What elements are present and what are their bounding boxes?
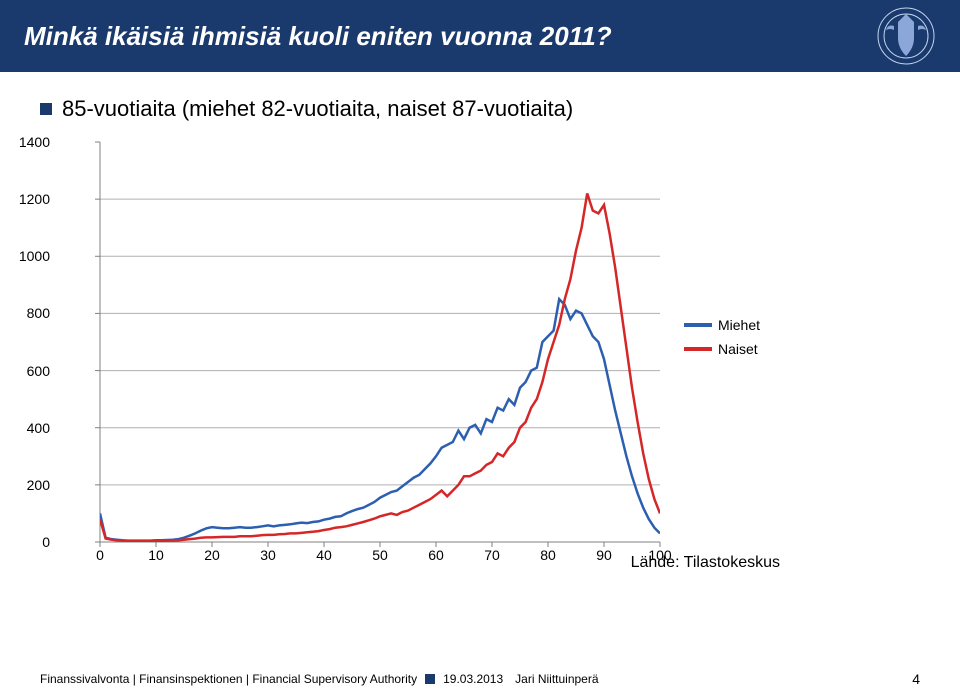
footer-date: 19.03.2013 [443, 672, 503, 686]
x-tick-label: 80 [540, 547, 556, 563]
x-tick-label: 10 [148, 547, 164, 563]
page-title: Minkä ikäisiä ihmisiä kuoli eniten vuonn… [24, 21, 612, 52]
x-tick-label: 30 [260, 547, 276, 563]
y-tick-label: 1000 [19, 248, 50, 264]
footer: Finanssivalvonta | Finansinspektionen | … [40, 671, 920, 687]
y-tick-label: 600 [27, 363, 50, 379]
legend-item: Miehet [684, 317, 760, 333]
chart-plot: 0200400600800100012001400 01020304050607… [100, 142, 660, 542]
y-tick-label: 800 [27, 305, 50, 321]
chart-source: Lähde: Tilastokeskus [631, 554, 780, 572]
x-tick-label: 90 [596, 547, 612, 563]
chart-container: 0200400600800100012001400 01020304050607… [100, 142, 660, 542]
x-tick-label: 20 [204, 547, 220, 563]
legend-label: Naiset [718, 341, 758, 357]
y-tick-label: 1200 [19, 191, 50, 207]
legend-swatch [684, 323, 712, 327]
x-tick-label: 70 [484, 547, 500, 563]
bullet-square-icon [40, 103, 52, 115]
content-area: 85-vuotiaita (miehet 82-vuotiaita, naise… [0, 72, 960, 542]
legend-swatch [684, 347, 712, 351]
x-tick-label: 60 [428, 547, 444, 563]
legend-item: Naiset [684, 341, 760, 357]
chart-series [100, 142, 660, 542]
x-tick-label: 50 [372, 547, 388, 563]
y-tick-label: 0 [42, 534, 50, 550]
y-tick-label: 200 [27, 477, 50, 493]
chart-legend: Miehet Naiset [684, 317, 760, 365]
logo-emblem [876, 6, 936, 66]
x-tick-label: 40 [316, 547, 332, 563]
footer-page-number: 4 [912, 671, 920, 687]
y-tick-label: 1400 [19, 134, 50, 150]
header: Minkä ikäisiä ihmisiä kuoli eniten vuonn… [0, 0, 960, 72]
footer-square-icon [425, 674, 435, 684]
footer-author: Jari Niittuinperä [515, 672, 598, 686]
bullet-text: 85-vuotiaita (miehet 82-vuotiaita, naise… [62, 96, 573, 122]
legend-label: Miehet [718, 317, 760, 333]
y-tick-label: 400 [27, 420, 50, 436]
x-tick-label: 0 [96, 547, 104, 563]
bullet-item: 85-vuotiaita (miehet 82-vuotiaita, naise… [40, 96, 920, 122]
footer-org: Finanssivalvonta | Finansinspektionen | … [40, 672, 417, 686]
